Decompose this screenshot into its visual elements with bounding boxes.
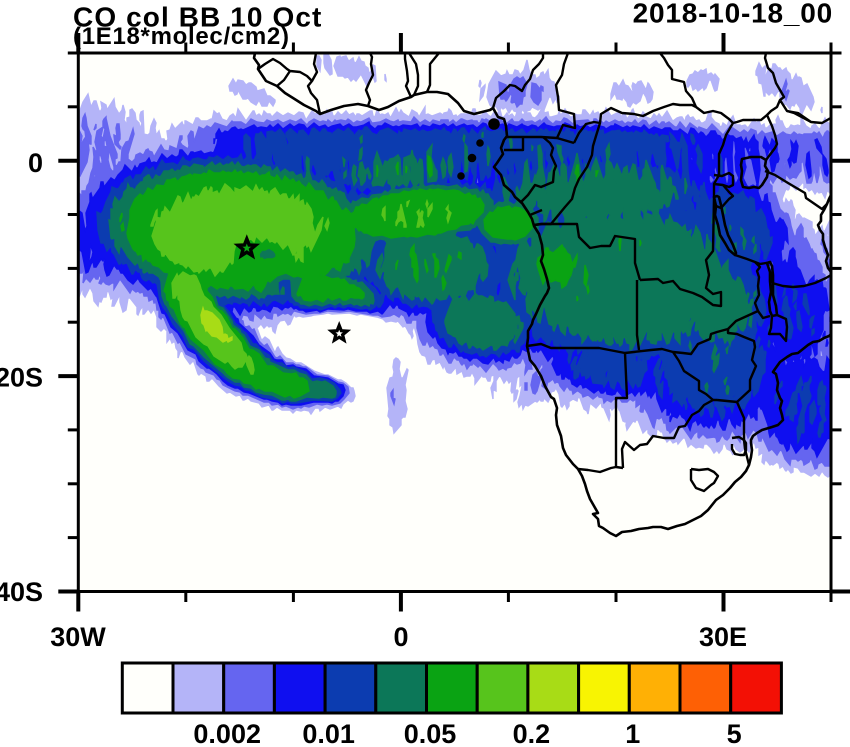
- svg-text:0.05: 0.05: [404, 719, 457, 747]
- svg-text:2018-10-18_00: 2018-10-18_00: [633, 0, 833, 29]
- svg-text:0.01: 0.01: [302, 719, 355, 747]
- svg-text:0.2: 0.2: [513, 719, 551, 747]
- svg-text:CO col BB 10 Oct: CO col BB 10 Oct: [73, 2, 322, 33]
- svg-text:0: 0: [28, 148, 43, 178]
- svg-text:0: 0: [393, 622, 408, 652]
- svg-text:0.002: 0.002: [193, 719, 261, 747]
- svg-text:30W: 30W: [50, 622, 106, 652]
- svg-text:30E: 30E: [699, 622, 747, 652]
- svg-text:40S: 40S: [0, 577, 43, 607]
- svg-text:5: 5: [727, 719, 742, 747]
- svg-text:(1E18*molec/cm2): (1E18*molec/cm2): [73, 23, 290, 50]
- svg-text:20S: 20S: [0, 363, 43, 393]
- svg-text:1: 1: [625, 719, 640, 747]
